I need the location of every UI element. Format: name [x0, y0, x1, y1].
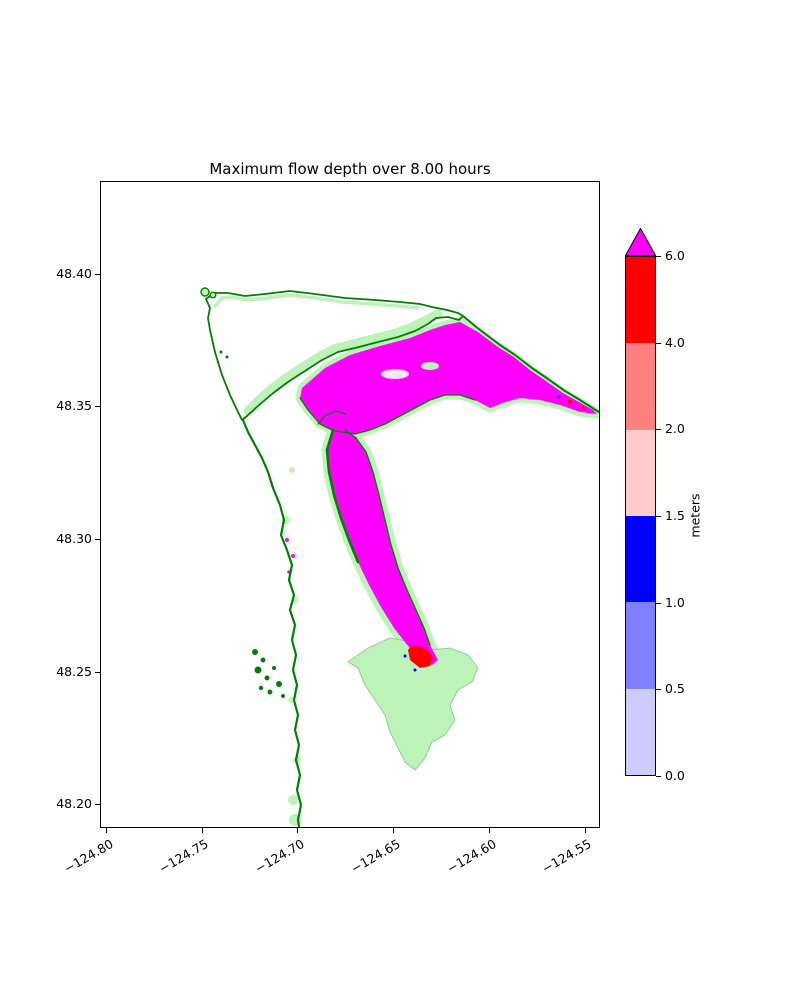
strait-shoreline [462, 315, 600, 414]
river-valley-flood-region [327, 430, 438, 665]
river-east-contour [344, 429, 431, 646]
colorbar [625, 256, 656, 776]
colorbar-tick-mark [656, 256, 661, 257]
flood-specks-red [567, 399, 585, 410]
colorbar-segment [626, 343, 655, 430]
x-tick-mark [393, 828, 395, 833]
colorbar-tick-mark [656, 689, 661, 691]
y-tick-label: 48.25 [56, 663, 92, 679]
colorbar-tick-mark [656, 602, 661, 604]
colorbar-tick-mark [656, 776, 661, 777]
plot-title: Maximum flow depth over 8.00 hours [209, 160, 491, 178]
colorbar-over-arrow [625, 228, 656, 256]
islands [200, 287, 229, 364]
x-tick-mark [488, 828, 490, 833]
x-tick-label: −124.60 [443, 836, 499, 877]
x-tick-label: −124.75 [156, 836, 212, 877]
x-tick-mark [297, 828, 299, 833]
flood-patch-4-6m [408, 645, 433, 668]
plot-frame [100, 181, 600, 828]
bay-inner-contour [317, 410, 347, 425]
colorbar-tick-label: 4.0 [665, 334, 685, 350]
lowland-fringe-south [243, 309, 443, 416]
x-tick-label: −124.80 [60, 836, 116, 877]
colorbar-tick-label: 0.5 [665, 681, 685, 697]
colorbar-segment [626, 688, 655, 775]
bay-south-contour [299, 394, 476, 435]
bay-texture [381, 362, 439, 379]
colorbar-segment [626, 429, 655, 516]
lowland-area-southeast [347, 637, 479, 771]
map-plot [200, 287, 600, 828]
x-tick-mark [201, 828, 203, 833]
colorbar-segment [626, 602, 655, 689]
y-tick-label: 48.35 [56, 398, 92, 414]
x-tick-mark [584, 828, 586, 833]
pacific-shoreline [241, 418, 303, 828]
lowland-fringe-north [213, 293, 420, 310]
colorbar-tick-mark [656, 516, 661, 517]
colorbar-tick-label: 1.5 [665, 508, 685, 523]
x-tick-label: −124.65 [348, 836, 403, 877]
colorbar-label: meters [687, 493, 703, 538]
colorbar-tick-label: 6.0 [665, 248, 685, 263]
river-west-contour [325, 428, 360, 564]
colorbar-tick-label: 0.0 [665, 768, 685, 783]
y-tick-label: 48.20 [56, 796, 92, 812]
y-tick-label: 48.30 [56, 530, 92, 546]
bay-flood-region [300, 322, 597, 434]
colorbar-tick-label: 2.0 [665, 421, 685, 437]
colorbar-tick-mark [656, 429, 661, 431]
offshore-rocks [252, 649, 285, 698]
colorbar-segment [626, 515, 655, 603]
colorbar-tick-mark [656, 342, 661, 344]
flood-specks-blue [403, 395, 561, 672]
x-tick-mark [105, 828, 107, 833]
colorbar-tick-label: 1.0 [665, 594, 685, 610]
colorbar-extend-triangle [625, 228, 656, 256]
x-tick-label: −124.70 [252, 836, 307, 877]
x-tick-label: −124.55 [539, 836, 595, 877]
y-tick-label: 48.40 [56, 265, 92, 281]
peninsula-shoreline [205, 290, 464, 421]
colorbar-segment [626, 257, 655, 344]
